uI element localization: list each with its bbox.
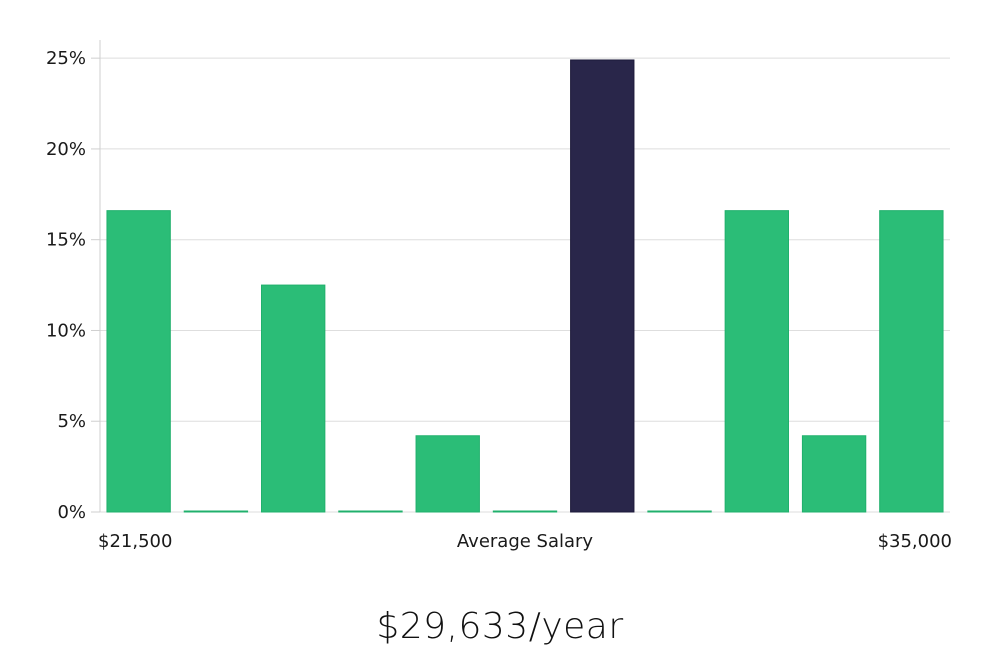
histogram-bar-highlighted bbox=[570, 59, 635, 513]
y-tick-label: 15% bbox=[46, 230, 86, 251]
histogram-bar bbox=[183, 510, 249, 513]
x-center-label: Average Salary bbox=[457, 531, 594, 552]
histogram-bar bbox=[338, 510, 403, 513]
histogram-bar bbox=[801, 435, 867, 513]
histogram-bar bbox=[106, 210, 171, 513]
histogram-bar bbox=[415, 435, 480, 513]
y-axis-ticks: 0% 5% 10% 15% 20% 25% bbox=[46, 48, 100, 523]
y-tick-label: 0% bbox=[57, 502, 86, 523]
salary-histogram: 0%5%10%15%20%25% $21,500 Average Salary … bbox=[46, 40, 952, 552]
histogram-bar bbox=[879, 210, 944, 513]
x-min-label: $21,500 bbox=[98, 531, 172, 552]
histogram-bar bbox=[724, 210, 789, 513]
average-salary-value: $29,633/year bbox=[376, 606, 624, 647]
y-tick-label: 25% bbox=[46, 48, 86, 69]
y-tick-label: 20% bbox=[46, 139, 86, 160]
x-max-label: $35,000 bbox=[878, 531, 952, 552]
bars bbox=[106, 59, 944, 513]
histogram-bar bbox=[492, 510, 558, 513]
histogram-bar bbox=[261, 284, 326, 513]
histogram-bar bbox=[647, 510, 712, 513]
y-tick-label: 5% bbox=[57, 411, 86, 432]
y-tick-label: 10% bbox=[46, 320, 86, 341]
